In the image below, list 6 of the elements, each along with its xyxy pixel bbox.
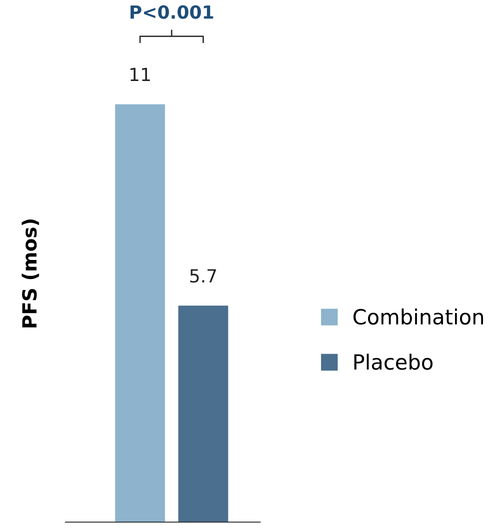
y-axis-title: PFS (mos) — [22, 220, 40, 328]
data-label: 11 — [130, 68, 150, 82]
legend-label: Placebo — [354, 354, 433, 370]
text: P<0.001 — [130, 5, 214, 19]
data-label: 5.7 — [190, 269, 216, 283]
legend-label: Combination — [353, 308, 484, 325]
